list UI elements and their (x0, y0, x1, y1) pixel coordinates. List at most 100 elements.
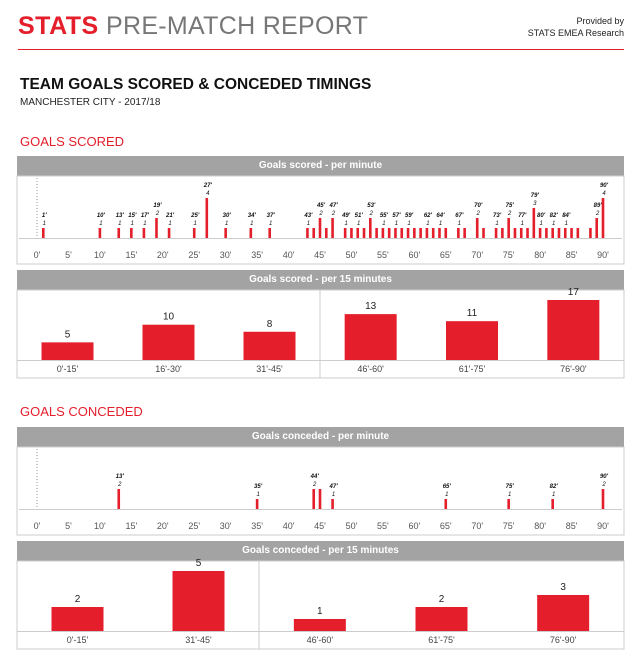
bar (545, 228, 548, 238)
minute-label: 75' (506, 484, 515, 490)
bar (224, 228, 227, 238)
value-label: 1 (269, 221, 272, 227)
bar (513, 228, 517, 238)
minute-label: 25' (190, 213, 200, 219)
minute-label: 65' (443, 484, 452, 490)
x-tick-label: 80' (534, 250, 546, 260)
bar (142, 324, 195, 360)
category-label: 0'-15' (57, 364, 79, 374)
x-tick-label: 50' (346, 521, 358, 531)
category-label: 46'-60' (357, 364, 384, 374)
bar (595, 218, 599, 238)
x-tick-label: 5' (65, 521, 72, 531)
bar (457, 228, 460, 238)
value-label: 5 (65, 329, 71, 340)
value-label: 2 (331, 211, 336, 217)
value-label: 1 (357, 221, 360, 227)
bar (601, 198, 605, 238)
x-tick-label: 40' (283, 521, 295, 531)
x-tick-label: 30' (220, 521, 232, 531)
value-label: 17 (568, 287, 580, 298)
bar (192, 228, 196, 238)
value-label: 4 (602, 191, 606, 197)
x-tick-label: 40' (283, 250, 295, 260)
conceded-per-minute-chart: 0' 5' 10' 15' 20' 25' 30' 35' 40' 45' 50' 55' 60' 65'… (16, 446, 625, 536)
minute-label: 55' (380, 213, 389, 219)
bar (375, 228, 378, 238)
bar (293, 619, 346, 631)
minute-label: 13' (116, 213, 125, 219)
minute-label: 37' (267, 213, 276, 219)
x-tick-label: 90' (597, 250, 609, 260)
minute-label: 49' (341, 213, 351, 219)
value-label: 2 (75, 594, 81, 605)
bar (463, 228, 466, 238)
bar (406, 228, 410, 238)
report-title: PRE-MATCH REPORT (106, 12, 369, 40)
value-label: 8 (267, 319, 273, 330)
bar (589, 228, 592, 238)
value-label: 1 (118, 221, 121, 227)
value-label: 2 (439, 594, 445, 605)
page-title: TEAM GOALS SCORED & CONCEDED TIMINGS (20, 76, 372, 93)
value-label: 1 (445, 492, 448, 498)
x-tick-label: 90' (597, 521, 609, 531)
category-label: 61'-75' (428, 635, 455, 645)
bar (167, 228, 171, 238)
minute-label: 73' (493, 213, 502, 219)
bar (413, 228, 416, 238)
value-label: 1 (382, 221, 385, 227)
minute-label: 62' (424, 213, 433, 219)
x-tick-label: 75' (503, 521, 515, 531)
minute-label: 57' (392, 213, 401, 219)
x-tick-label: 60' (408, 521, 420, 531)
x-tick-label: 20' (157, 250, 169, 260)
minute-label: 77' (518, 213, 527, 219)
value-label: 1 (439, 221, 442, 227)
bar (331, 499, 334, 509)
category-label: 31'-45' (256, 364, 283, 374)
bar (306, 228, 309, 238)
report-header: STATS PRE-MATCH REPORT Provided by STATS… (18, 10, 624, 50)
value-label: 1 (43, 221, 46, 227)
bar (41, 342, 94, 360)
x-tick-label: 70' (471, 250, 483, 260)
value-label: 10 (163, 312, 175, 323)
x-tick-label: 35' (251, 250, 263, 260)
minute-label: 67' (455, 213, 464, 219)
bar (507, 218, 510, 238)
conceded-15-title: Goals conceded - per 15 minutes (17, 541, 624, 561)
value-label: 1 (168, 221, 171, 227)
minute-label: 43' (303, 213, 313, 219)
x-tick-label: 15' (125, 521, 137, 531)
minute-label: 34' (248, 213, 257, 219)
value-label: 2 (601, 482, 606, 488)
minute-label: 44' (310, 474, 320, 480)
x-tick-label: 0' (34, 250, 41, 260)
minute-label: 80' (537, 213, 546, 219)
value-label: 1 (307, 221, 310, 227)
value-label: 3 (533, 201, 537, 207)
minute-label: 21' (165, 213, 175, 219)
x-tick-label: 75' (503, 250, 515, 260)
bar (538, 228, 542, 238)
value-label: 11 (467, 308, 478, 319)
conceded-minute-title: Goals conceded - per minute (17, 427, 624, 447)
bar (117, 489, 121, 509)
value-label: 1 (495, 221, 498, 227)
value-label: 1 (565, 221, 568, 227)
minute-label: 1' (42, 213, 47, 219)
bar (563, 228, 567, 238)
value-label: 1 (225, 221, 228, 227)
minute-label: 70' (474, 203, 483, 209)
minute-label: 64' (436, 213, 445, 219)
provider-name: STATS EMEA Research (527, 28, 624, 38)
x-tick-label: 0' (34, 521, 41, 531)
minute-label: 17' (141, 213, 150, 219)
bar (425, 228, 429, 238)
bar (41, 228, 45, 238)
minute-label: 79' (531, 193, 540, 199)
value-label: 1 (395, 221, 398, 227)
category-label: 46'-60' (307, 635, 334, 645)
value-label: 2 (117, 482, 122, 488)
